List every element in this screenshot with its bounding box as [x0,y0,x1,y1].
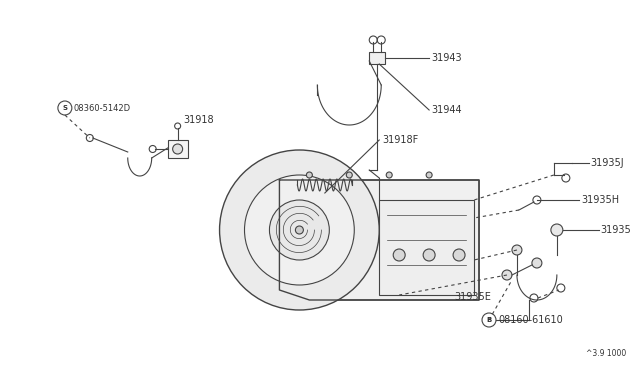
Text: 08360-5142D: 08360-5142D [74,103,131,112]
Text: 31935H: 31935H [581,195,619,205]
Circle shape [386,172,392,178]
Circle shape [453,249,465,261]
Circle shape [551,224,563,236]
Text: B: B [486,317,492,323]
Circle shape [393,249,405,261]
Text: ^3.9 1000: ^3.9 1000 [586,349,627,358]
Circle shape [512,245,522,255]
Text: 31935: 31935 [601,225,632,235]
Text: 31918F: 31918F [382,135,419,145]
Circle shape [173,144,182,154]
Circle shape [307,172,312,178]
Circle shape [346,172,352,178]
Text: 31944: 31944 [431,105,461,115]
Bar [369,52,385,64]
Circle shape [220,150,380,310]
Text: 31935J: 31935J [591,158,625,168]
Circle shape [269,200,330,260]
Bar [168,140,188,158]
Polygon shape [280,180,479,300]
Circle shape [423,249,435,261]
Circle shape [502,270,512,280]
Text: 31935E: 31935E [454,292,491,302]
Circle shape [426,172,432,178]
Text: 31943: 31943 [431,53,461,63]
Text: S: S [62,105,67,111]
Circle shape [244,175,355,285]
Bar [380,200,474,295]
Circle shape [532,258,542,268]
Text: 08160-61610: 08160-61610 [498,315,563,325]
Circle shape [296,226,303,234]
Text: 31918: 31918 [184,115,214,125]
